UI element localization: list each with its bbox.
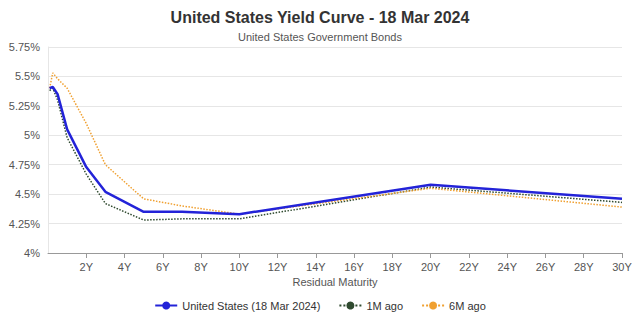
- svg-text:20Y: 20Y: [421, 261, 441, 273]
- svg-text:14Y: 14Y: [306, 261, 326, 273]
- svg-text:28Y: 28Y: [574, 261, 594, 273]
- svg-text:10Y: 10Y: [230, 261, 250, 273]
- svg-text:26Y: 26Y: [536, 261, 556, 273]
- svg-text:18Y: 18Y: [383, 261, 403, 273]
- svg-text:22Y: 22Y: [459, 261, 479, 273]
- svg-text:4Y: 4Y: [118, 261, 132, 273]
- svg-text:4.5%: 4.5%: [15, 188, 40, 200]
- svg-text:5.25%: 5.25%: [9, 100, 40, 112]
- svg-text:5.5%: 5.5%: [15, 70, 40, 82]
- svg-text:1M ago: 1M ago: [366, 300, 403, 312]
- svg-text:United States Yield Curve - 18: United States Yield Curve - 18 Mar 2024: [171, 9, 470, 26]
- svg-text:United States (18 Mar 2024): United States (18 Mar 2024): [182, 300, 320, 312]
- svg-text:8Y: 8Y: [194, 261, 208, 273]
- svg-text:6Y: 6Y: [156, 261, 170, 273]
- svg-text:4.25%: 4.25%: [9, 218, 40, 230]
- svg-text:24Y: 24Y: [497, 261, 517, 273]
- svg-text:5.75%: 5.75%: [9, 41, 40, 53]
- svg-text:2Y: 2Y: [80, 261, 94, 273]
- svg-text:4%: 4%: [24, 247, 40, 259]
- svg-text:Residual Maturity: Residual Maturity: [293, 276, 378, 288]
- svg-text:4.75%: 4.75%: [9, 159, 40, 171]
- svg-text:30Y: 30Y: [612, 261, 632, 273]
- svg-text:6M ago: 6M ago: [449, 300, 486, 312]
- svg-text:16Y: 16Y: [344, 261, 364, 273]
- svg-text:5%: 5%: [24, 129, 40, 141]
- svg-text:12Y: 12Y: [268, 261, 288, 273]
- svg-text:United States Government Bonds: United States Government Bonds: [238, 31, 402, 43]
